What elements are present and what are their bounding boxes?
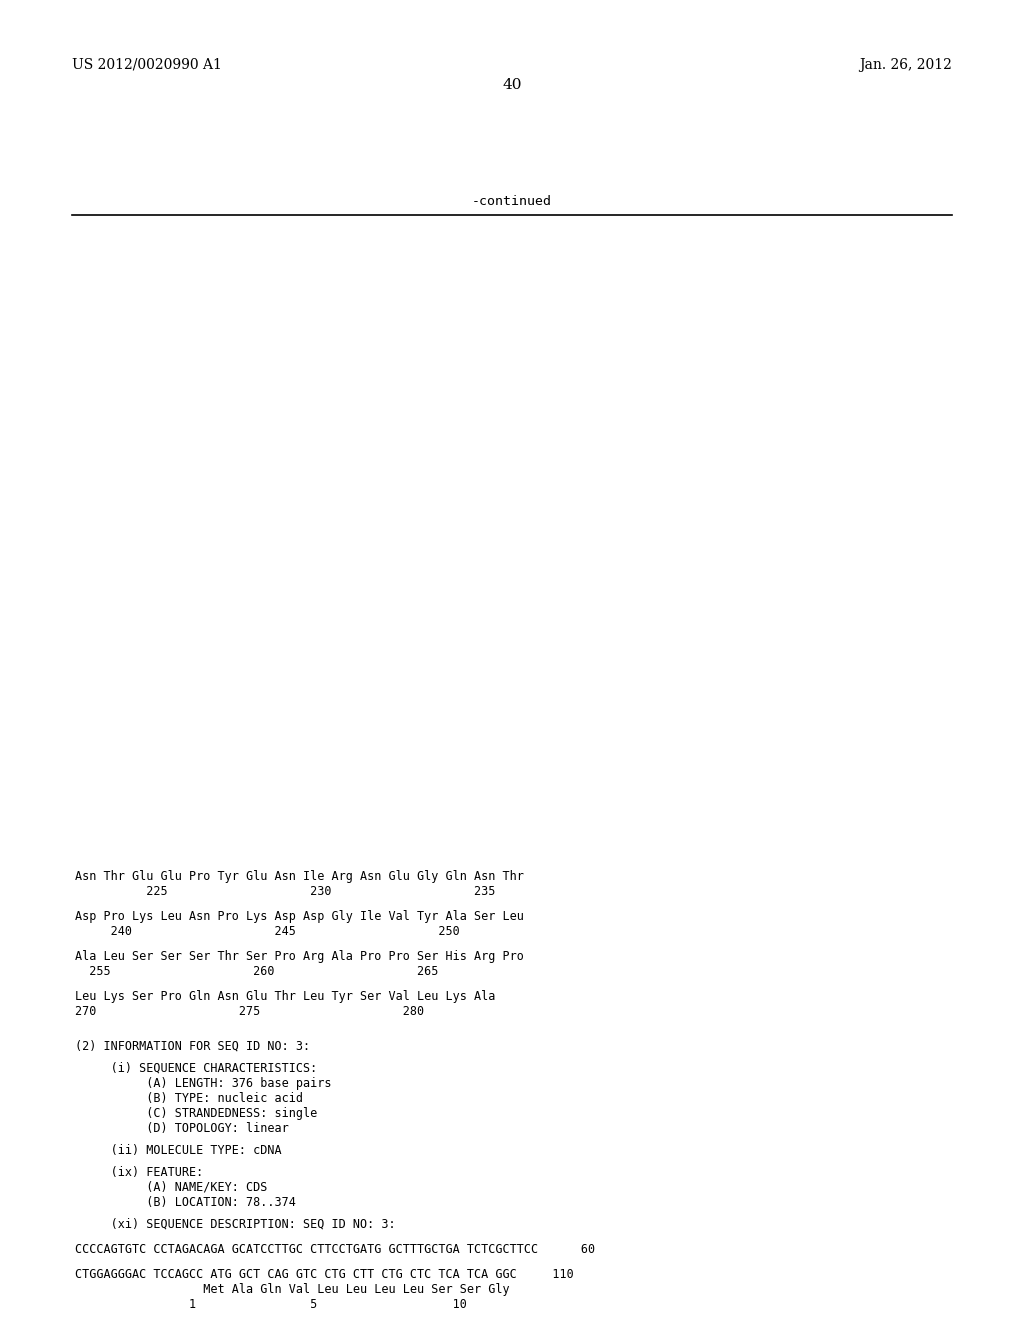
Text: (B) LOCATION: 78..374: (B) LOCATION: 78..374: [75, 1196, 296, 1209]
Text: (A) LENGTH: 376 base pairs: (A) LENGTH: 376 base pairs: [75, 1077, 332, 1090]
Text: Jan. 26, 2012: Jan. 26, 2012: [859, 58, 952, 73]
Text: Asn Thr Glu Glu Pro Tyr Glu Asn Ile Arg Asn Glu Gly Gln Asn Thr: Asn Thr Glu Glu Pro Tyr Glu Asn Ile Arg …: [75, 870, 524, 883]
Text: Met Ala Gln Val Leu Leu Leu Leu Ser Ser Gly: Met Ala Gln Val Leu Leu Leu Leu Ser Ser …: [75, 1283, 510, 1296]
Text: (D) TOPOLOGY: linear: (D) TOPOLOGY: linear: [75, 1122, 289, 1135]
Text: Asp Pro Lys Leu Asn Pro Lys Asp Asp Gly Ile Val Tyr Ala Ser Leu: Asp Pro Lys Leu Asn Pro Lys Asp Asp Gly …: [75, 909, 524, 923]
Text: (B) TYPE: nucleic acid: (B) TYPE: nucleic acid: [75, 1092, 303, 1105]
Text: 40: 40: [502, 78, 522, 92]
Text: (2) INFORMATION FOR SEQ ID NO: 3:: (2) INFORMATION FOR SEQ ID NO: 3:: [75, 1040, 310, 1053]
Text: -continued: -continued: [472, 195, 552, 209]
Text: Ala Leu Ser Ser Ser Thr Ser Pro Arg Ala Pro Pro Ser His Arg Pro: Ala Leu Ser Ser Ser Thr Ser Pro Arg Ala …: [75, 950, 524, 964]
Text: (ix) FEATURE:: (ix) FEATURE:: [75, 1166, 203, 1179]
Text: Leu Lys Ser Pro Gln Asn Glu Thr Leu Tyr Ser Val Leu Lys Ala: Leu Lys Ser Pro Gln Asn Glu Thr Leu Tyr …: [75, 990, 496, 1003]
Text: 240                    245                    250: 240 245 250: [75, 925, 460, 939]
Text: (A) NAME/KEY: CDS: (A) NAME/KEY: CDS: [75, 1181, 267, 1195]
Text: 255                    260                    265: 255 260 265: [75, 965, 438, 978]
Text: (i) SEQUENCE CHARACTERISTICS:: (i) SEQUENCE CHARACTERISTICS:: [75, 1063, 317, 1074]
Text: (C) STRANDEDNESS: single: (C) STRANDEDNESS: single: [75, 1107, 317, 1119]
Text: US 2012/0020990 A1: US 2012/0020990 A1: [72, 58, 222, 73]
Text: 225                    230                    235: 225 230 235: [75, 884, 496, 898]
Text: (ii) MOLECULE TYPE: cDNA: (ii) MOLECULE TYPE: cDNA: [75, 1144, 282, 1158]
Text: 1                5                   10: 1 5 10: [75, 1298, 467, 1311]
Text: CTGGAGGGAC TCCAGCC ATG GCT CAG GTC CTG CTT CTG CTC TCA TCA GGC     110: CTGGAGGGAC TCCAGCC ATG GCT CAG GTC CTG C…: [75, 1269, 573, 1280]
Text: (xi) SEQUENCE DESCRIPTION: SEQ ID NO: 3:: (xi) SEQUENCE DESCRIPTION: SEQ ID NO: 3:: [75, 1218, 395, 1232]
Text: 270                    275                    280: 270 275 280: [75, 1005, 424, 1018]
Text: CCCCAGTGTC CCTAGACAGA GCATCCTTGC CTTCCTGATG GCTTTGCTGA TCTCGCTTCC      60: CCCCAGTGTC CCTAGACAGA GCATCCTTGC CTTCCTG…: [75, 1243, 595, 1257]
